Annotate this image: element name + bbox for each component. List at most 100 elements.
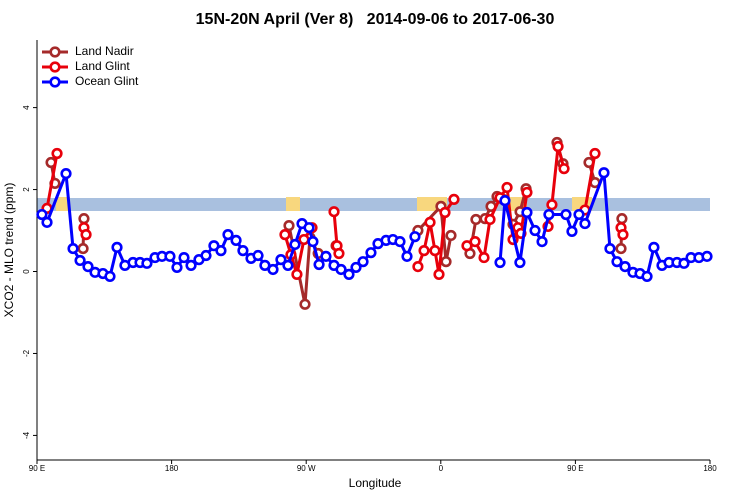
data-point <box>222 229 234 241</box>
data-point <box>440 256 452 268</box>
data-point <box>320 250 332 262</box>
data-point <box>178 251 190 264</box>
data-point <box>343 268 355 280</box>
y-tick-label: -2 <box>22 349 31 357</box>
legend-marker <box>49 76 61 88</box>
data-point <box>267 263 279 276</box>
data-point <box>615 242 627 255</box>
land-patch <box>56 197 70 211</box>
data-point <box>616 213 628 225</box>
data-point <box>478 251 490 264</box>
data-point <box>333 247 345 260</box>
y-tick-label: 2 <box>22 187 31 192</box>
data-point <box>185 259 197 271</box>
data-point <box>141 257 153 269</box>
data-point <box>573 208 585 221</box>
data-point <box>78 213 90 225</box>
data-point <box>67 242 79 255</box>
data-point <box>501 181 513 194</box>
data-point <box>484 213 496 226</box>
data-point <box>307 236 319 248</box>
data-point <box>283 220 295 232</box>
data-point <box>448 193 460 205</box>
data-point <box>82 260 94 273</box>
data-point <box>514 256 526 269</box>
data-point <box>289 238 301 251</box>
data-point <box>299 298 311 310</box>
legend-marker <box>49 46 61 58</box>
legend-marker <box>49 61 61 73</box>
chart-title: 15N-20N April (Ver 8) 2014-09-06 to 2017… <box>196 11 555 28</box>
data-point <box>604 242 616 255</box>
data-point <box>298 233 310 246</box>
data-point <box>589 147 601 160</box>
data-point <box>275 254 287 266</box>
data-point <box>350 261 362 274</box>
legend-label: Land Nadir <box>75 44 134 58</box>
data-point <box>579 217 591 230</box>
data-point <box>558 163 570 175</box>
data-point <box>619 260 631 273</box>
data-point <box>60 167 72 180</box>
data-point <box>701 250 713 262</box>
data-point <box>303 222 315 234</box>
data-point <box>104 270 116 283</box>
data-point <box>394 236 406 248</box>
x-tick-label: 0 <box>439 464 444 473</box>
series <box>36 167 713 283</box>
x-axis-label: Longitude <box>349 476 402 490</box>
data-point <box>77 242 89 255</box>
data-point <box>445 229 457 242</box>
data-point <box>335 263 347 276</box>
data-point <box>546 199 558 211</box>
data-point <box>230 234 242 246</box>
data-point <box>611 256 623 268</box>
data-point <box>560 208 572 221</box>
y-tick-label: 0 <box>22 269 31 274</box>
data-point <box>429 245 441 257</box>
ocean-band <box>37 198 710 211</box>
data-point <box>365 247 377 259</box>
y-tick-label: 4 <box>22 105 31 110</box>
data-point <box>357 256 369 268</box>
x-tick-label: 90 E <box>29 464 45 473</box>
data-point <box>418 245 430 257</box>
data-point <box>412 260 424 273</box>
data-point <box>521 206 533 219</box>
x-tick-label: 90 E <box>567 464 583 473</box>
legend-label: Land Glint <box>75 59 130 73</box>
data-point <box>409 231 421 243</box>
data-point <box>36 208 48 221</box>
data-point <box>279 229 291 241</box>
data-point <box>598 167 610 179</box>
data-point <box>494 256 506 269</box>
data-point <box>648 241 660 253</box>
data-point <box>617 229 629 241</box>
data-point <box>424 216 436 228</box>
data-point <box>552 140 564 153</box>
data-point <box>401 250 413 262</box>
data-point <box>200 249 212 262</box>
data-point <box>282 259 294 271</box>
data-point <box>41 216 53 228</box>
data-point <box>469 236 481 248</box>
data-point <box>313 258 325 271</box>
data-point <box>470 213 482 226</box>
data-point <box>51 147 63 160</box>
x-tick-label: 180 <box>165 464 179 473</box>
data-point <box>499 195 511 207</box>
x-tick-label: 90 W <box>297 464 316 473</box>
data-point <box>215 245 227 257</box>
data-point <box>208 240 220 252</box>
legend-label: Ocean Glint <box>75 74 139 88</box>
data-point <box>171 261 183 274</box>
data-point <box>543 208 555 221</box>
data-point <box>439 206 451 219</box>
surface-band <box>37 197 710 211</box>
y-tick-label: -4 <box>22 431 31 439</box>
data-point <box>111 241 123 253</box>
data-point <box>237 245 249 257</box>
y-axis-label: XCO2 - MLO trend (ppm) <box>2 183 16 318</box>
data-point <box>164 250 176 262</box>
